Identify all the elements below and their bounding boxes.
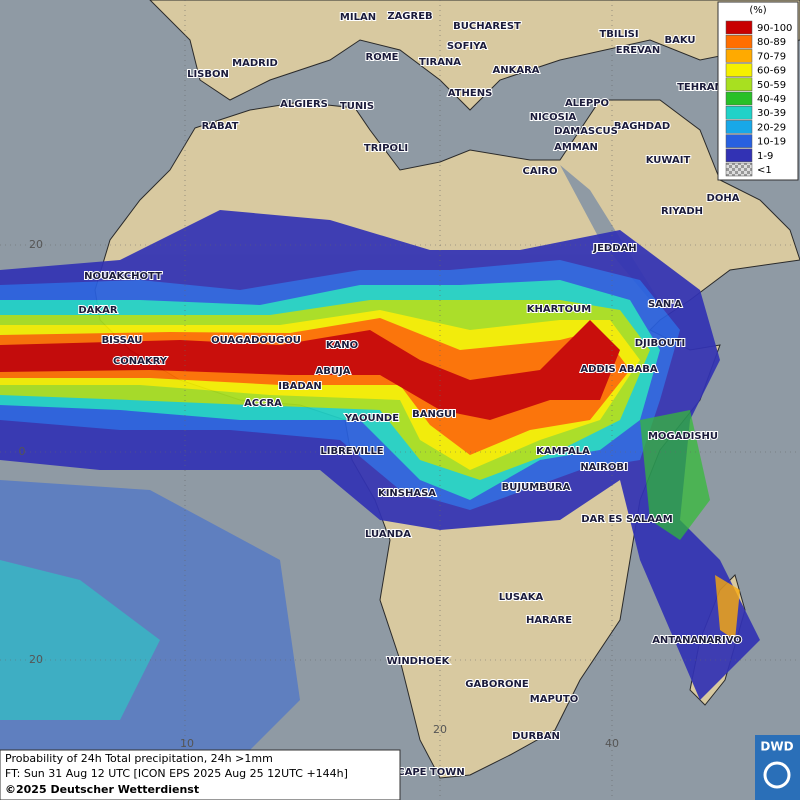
city-label: CONAKRY xyxy=(113,356,168,367)
city-label: LUANDA xyxy=(365,529,411,540)
city-label: GABORONE xyxy=(465,679,529,690)
city-label: ATHENS xyxy=(448,88,493,99)
city-label: DURBAN xyxy=(512,731,560,742)
city-label: CAPE TOWN xyxy=(397,767,464,778)
city-label: DAKAR xyxy=(78,305,118,316)
city-label: TEHRAN xyxy=(677,82,723,93)
legend-label: 70-79 xyxy=(757,51,786,62)
city-label: SAN'A xyxy=(648,299,682,310)
city-label: KANO xyxy=(326,340,358,351)
city-label: DJIBOUTI xyxy=(635,338,686,349)
logo-box xyxy=(755,735,800,800)
city-label: MILAN xyxy=(340,12,376,23)
longitude-label: 10 xyxy=(180,737,194,750)
city-label: TRIPOLI xyxy=(364,143,408,154)
latitude-label: 20 xyxy=(29,238,43,251)
city-label: BUCHAREST xyxy=(453,21,521,32)
city-label: BISSAU xyxy=(102,335,143,346)
city-label: NAIROBI xyxy=(580,462,627,473)
city-label: DAMASCUS xyxy=(554,126,618,137)
city-label: BUJUMBURA xyxy=(502,482,571,493)
city-label: AMMAN xyxy=(554,142,598,153)
city-label: ANKARA xyxy=(492,65,539,76)
legend-swatch xyxy=(725,120,753,134)
city-label: MAPUTO xyxy=(530,694,578,705)
city-label: ROME xyxy=(366,52,399,63)
city-label: SOFIYA xyxy=(447,41,488,52)
legend-swatch xyxy=(725,148,753,163)
legend-label: 80-89 xyxy=(757,37,786,48)
city-label: TIRANA xyxy=(419,57,461,68)
city-label: WINDHOEK xyxy=(387,656,451,667)
legend-label: 1-9 xyxy=(757,151,773,162)
city-label: BANGUI xyxy=(412,409,456,420)
caption-line: ©2025 Deutscher Wetterdienst xyxy=(5,783,199,796)
logo-swirl xyxy=(763,761,791,789)
city-label: ALGIERS xyxy=(280,99,328,110)
legend-swatch xyxy=(725,34,753,49)
city-label: ZAGREB xyxy=(387,11,432,22)
city-label: ABUJA xyxy=(316,366,351,377)
latitude-label: 20 xyxy=(29,653,43,666)
city-label: MOGADISHU xyxy=(648,431,718,442)
legend-label: 10-19 xyxy=(757,137,786,148)
legend-label: <1 xyxy=(757,165,772,176)
city-label: NICOSIA xyxy=(530,112,577,123)
longitude-label: 20 xyxy=(433,723,447,736)
city-label: RIYADH xyxy=(661,206,703,217)
legend-title: (%) xyxy=(749,5,766,16)
legend-label: 30-39 xyxy=(757,108,786,119)
precipitation xyxy=(0,210,760,760)
legend-swatch xyxy=(725,134,753,148)
legend-swatch xyxy=(725,63,753,77)
legend-swatch xyxy=(725,49,753,63)
city-label: NOUAKCHOTT xyxy=(84,271,162,282)
city-label: ANTANANARIVO xyxy=(652,635,742,646)
city-label: KHARTOUM xyxy=(527,304,592,315)
city-label: ACCRA xyxy=(244,398,282,409)
legend-swatch xyxy=(725,77,753,92)
city-label: ALEPPO xyxy=(565,98,609,109)
legend-swatch xyxy=(725,105,753,120)
legend-swatch xyxy=(725,162,753,177)
caption-line: Probability of 24h Total precipitation, … xyxy=(5,752,273,765)
caption-line: FT: Sun 31 Aug 12 UTC [ICON EPS 2025 Aug… xyxy=(5,767,348,780)
city-label: ADDIS ABABA xyxy=(580,364,657,375)
legend-label: 60-69 xyxy=(757,66,786,77)
city-label: CAIRO xyxy=(523,166,558,177)
city-label: DOHA xyxy=(707,193,740,204)
city-label: EREVAN xyxy=(616,45,661,56)
longitude-label: 40 xyxy=(605,737,619,750)
city-label: LIBREVILLE xyxy=(320,446,383,457)
city-label: TUNIS xyxy=(340,101,374,112)
legend-label: 90-100 xyxy=(757,23,792,34)
legend-label: 50-59 xyxy=(757,80,786,91)
city-label: LUSAKA xyxy=(499,592,544,603)
logo-text: DWD xyxy=(760,740,793,754)
city-label: OUAGADOUGOU xyxy=(211,335,301,346)
city-label: YAOUNDE xyxy=(344,413,399,424)
legend-swatch xyxy=(725,91,753,106)
city-label: DAR ES SALAAM xyxy=(581,514,673,525)
caption-box xyxy=(0,749,401,800)
city-label: KUWAIT xyxy=(646,155,691,166)
city-label: HARARE xyxy=(526,615,572,626)
city-label: BAKU xyxy=(664,35,695,46)
legend-label: 40-49 xyxy=(757,94,786,105)
city-label: KINSHASA xyxy=(378,488,436,499)
legend-swatch xyxy=(725,20,753,35)
city-label: JEDDAH xyxy=(592,243,636,254)
city-label: RABAT xyxy=(202,121,239,132)
city-label: LISBON xyxy=(187,69,229,80)
legend-label: 20-29 xyxy=(757,122,786,133)
city-label: MADRID xyxy=(232,58,278,69)
city-label: BAGHDAD xyxy=(614,121,670,132)
city-label: IBADAN xyxy=(278,381,322,392)
city-label: TBILISI xyxy=(599,29,638,40)
latitude-label: 0 xyxy=(19,445,26,458)
city-label: KAMPALA xyxy=(536,446,590,457)
